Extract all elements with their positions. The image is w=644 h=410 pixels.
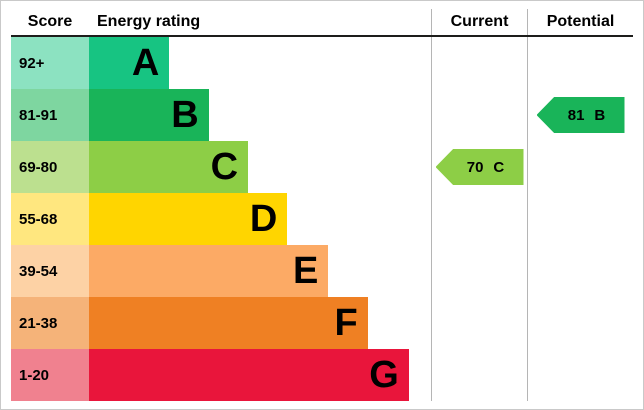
bar-cell: F <box>89 297 431 349</box>
band-row-b: 81-91 B 81 B <box>11 89 633 141</box>
band-letter: G <box>369 354 399 396</box>
epc-grid: Score Energy rating Current Potential 92… <box>11 9 633 401</box>
band-bar-b: B <box>89 89 209 141</box>
current-rating-value: 70 <box>466 158 484 176</box>
band-letter: B <box>171 94 199 136</box>
score-range-label: 92+ <box>11 37 89 89</box>
band-row-d: 55-68 D <box>11 193 633 245</box>
band-bar-d: D <box>89 193 288 245</box>
potential-rating-arrow: 81 B <box>536 97 625 133</box>
band-bar-e: E <box>89 245 329 297</box>
band-letter: A <box>131 42 160 84</box>
potential-cell <box>527 297 633 349</box>
band-bar-f: F <box>89 297 368 349</box>
potential-cell <box>527 349 633 401</box>
score-header: Score <box>27 13 73 30</box>
score-range-label: 69-80 <box>11 141 89 193</box>
potential-cell: 81 B <box>527 89 633 141</box>
score-range-label: 1-20 <box>11 349 89 401</box>
band-bar-c: C <box>89 141 249 193</box>
current-header: Current <box>431 9 527 35</box>
current-cell <box>431 245 527 297</box>
current-rating-arrow: 70 C <box>435 149 524 185</box>
potential-cell <box>527 245 633 297</box>
current-cell <box>431 297 527 349</box>
current-cell: 70 C <box>431 141 527 193</box>
band-row-e: 39-54 E <box>11 245 633 297</box>
band-letter: E <box>293 250 319 292</box>
band-letter: D <box>249 198 278 240</box>
bar-cell: A <box>89 37 431 89</box>
bar-cell: E <box>89 245 431 297</box>
potential-cell <box>527 193 633 245</box>
score-range-label: 39-54 <box>11 245 89 297</box>
score-range-label: 55-68 <box>11 193 89 245</box>
band-row-c: 69-80 C 70 C <box>11 141 633 193</box>
potential-cell <box>527 37 633 89</box>
current-cell <box>431 193 527 245</box>
potential-rating-value: 81 <box>567 106 585 124</box>
current-rating-band: C <box>493 158 505 176</box>
band-bar-a: A <box>89 37 170 89</box>
score-range-label: 21-38 <box>11 297 89 349</box>
current-cell <box>431 349 527 401</box>
bar-cell: C <box>89 141 431 193</box>
potential-header: Potential <box>527 9 633 35</box>
energy-rating-header: Energy rating <box>97 13 201 30</box>
band-bar-g: G <box>89 349 409 401</box>
potential-rating-band: B <box>594 106 606 124</box>
bar-cell: G <box>89 349 431 401</box>
band-row-g: 1-20 G <box>11 349 633 401</box>
band-row-f: 21-38 F <box>11 297 633 349</box>
band-letter: F <box>334 302 358 344</box>
bar-cell: B <box>89 89 431 141</box>
header-row: Score Energy rating Current Potential <box>11 9 633 37</box>
band-row-a: 92+ A <box>11 37 633 89</box>
score-range-label: 81-91 <box>11 89 89 141</box>
band-letter: C <box>210 146 239 188</box>
current-cell <box>431 89 527 141</box>
bar-cell: D <box>89 193 431 245</box>
current-cell <box>431 37 527 89</box>
potential-cell <box>527 141 633 193</box>
